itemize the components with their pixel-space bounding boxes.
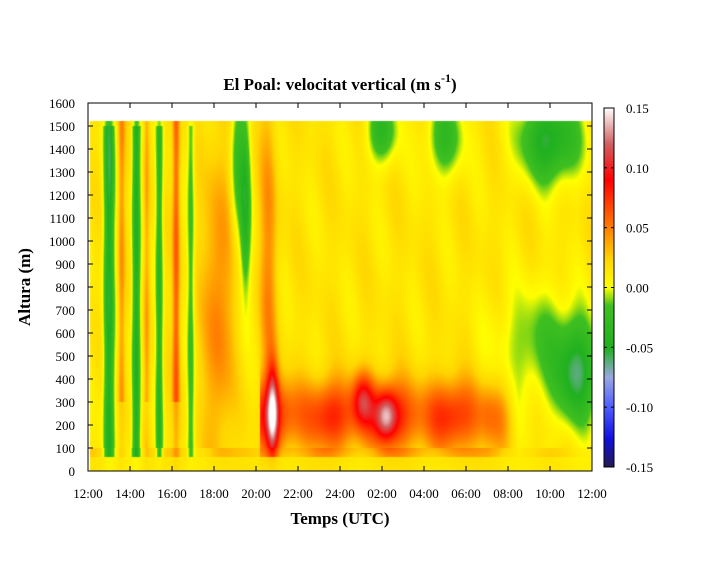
y-tick-label: 700 <box>56 303 76 318</box>
y-tick-label: 1200 <box>49 188 75 203</box>
x-tick-label: 02:00 <box>367 486 397 501</box>
y-tick-label: 400 <box>56 372 76 387</box>
x-tick-label: 18:00 <box>199 486 229 501</box>
x-axis-ticks: 12:00 14:00 16:00 18:00 20:00 22:00 24:00 02:00… <box>73 103 607 501</box>
colorbar-ticks: 0.15 0.10 0.05 0.00 -0.05 -0.10 -0.15 <box>604 101 653 475</box>
colorbar-tick-label: -0.10 <box>626 400 653 415</box>
x-tick-label: 12:00 <box>577 486 607 501</box>
y-tick-label: 600 <box>56 326 76 341</box>
colorbar-tick-label: 0.15 <box>626 101 649 116</box>
y-tick-label: 1000 <box>49 234 75 249</box>
x-tick-label: 14:00 <box>115 486 145 501</box>
colorbar-tick-label: 0.10 <box>626 161 649 176</box>
y-tick-label: 1100 <box>49 211 75 226</box>
colorbar-tick-label: 0.05 <box>626 221 649 236</box>
y-tick-label: 1300 <box>49 165 75 180</box>
colorbar-tick-label: -0.15 <box>626 460 653 475</box>
y-axis-ticks: 0 100 200 300 400 500 600 700 800 900 1000 1100 1200… <box>49 96 592 479</box>
y-tick-label: 300 <box>56 395 76 410</box>
colorbar-tick-label: 0.00 <box>626 281 649 296</box>
y-tick-label: 1600 <box>49 96 75 111</box>
x-tick-label: 12:00 <box>73 486 103 501</box>
y-tick-label: 200 <box>56 418 76 433</box>
y-tick-label: 1500 <box>49 119 75 134</box>
x-axis-label: Temps (UTC) <box>290 509 389 528</box>
x-tick-label: 10:00 <box>535 486 565 501</box>
x-tick-label: 24:00 <box>325 486 355 501</box>
heatmap-image <box>88 103 592 471</box>
colorbar-tick-label: -0.05 <box>626 340 653 355</box>
chart-title: El Poal: velocitat vertical (m s-1) <box>223 71 456 94</box>
x-tick-label: 16:00 <box>157 486 187 501</box>
x-tick-label: 22:00 <box>283 486 313 501</box>
y-axis-label: Altura (m) <box>15 248 34 326</box>
y-tick-label: 800 <box>56 280 76 295</box>
y-tick-label: 100 <box>56 441 76 456</box>
x-tick-label: 04:00 <box>409 486 439 501</box>
y-tick-label: 0 <box>69 464 76 479</box>
x-tick-label: 08:00 <box>493 486 523 501</box>
y-tick-label: 900 <box>56 257 76 272</box>
x-tick-label: 06:00 <box>451 486 481 501</box>
y-tick-label: 500 <box>56 349 76 364</box>
y-tick-label: 1400 <box>49 142 75 157</box>
x-tick-label: 20:00 <box>241 486 271 501</box>
